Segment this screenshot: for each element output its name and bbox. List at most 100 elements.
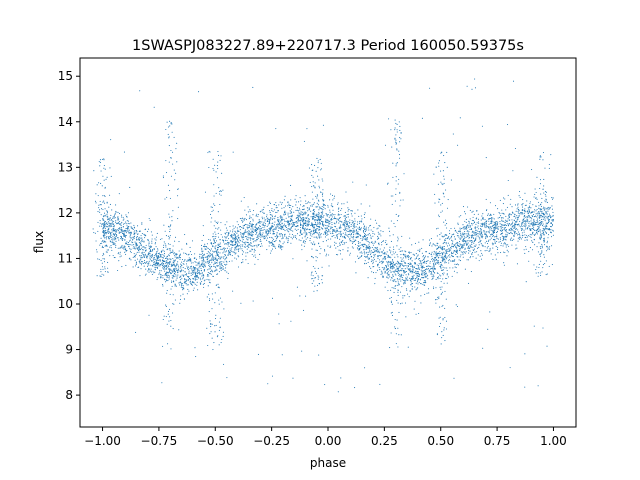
data-point (187, 288, 189, 291)
data-point (506, 234, 508, 236)
data-point (238, 230, 240, 232)
data-point (293, 211, 295, 213)
data-point (501, 230, 504, 232)
data-point (489, 247, 491, 249)
data-point (514, 226, 516, 228)
data-point (235, 237, 237, 239)
data-point (124, 233, 126, 235)
data-point (493, 239, 495, 241)
data-point (513, 230, 515, 232)
data-point (106, 249, 108, 251)
data-point (244, 244, 246, 246)
data-point (303, 205, 305, 207)
data-point (268, 230, 270, 232)
data-point (123, 248, 125, 250)
data-point (149, 219, 151, 222)
data-point (139, 230, 142, 232)
data-point (336, 237, 339, 239)
data-point (201, 256, 203, 258)
data-point (347, 228, 349, 230)
data-point (351, 242, 354, 244)
data-point (224, 253, 226, 256)
data-point (515, 217, 517, 219)
data-point (505, 233, 507, 235)
data-point (433, 266, 435, 268)
data-point (535, 215, 537, 217)
data-point (157, 277, 159, 279)
data-point (317, 206, 319, 208)
data-point (122, 247, 124, 249)
data-point (452, 240, 454, 242)
data-point (299, 226, 301, 228)
data-point (230, 250, 232, 252)
data-point (373, 266, 375, 268)
data-point (245, 252, 247, 254)
data-point (545, 212, 547, 214)
data-point (150, 257, 152, 259)
data-point (464, 268, 466, 270)
data-point (235, 242, 237, 244)
data-point (229, 230, 231, 232)
data-point (140, 237, 142, 239)
data-point (344, 211, 346, 214)
data-point (467, 247, 469, 249)
data-point (489, 222, 491, 224)
data-point (153, 248, 155, 250)
data-point (312, 233, 314, 235)
data-point (380, 230, 382, 232)
data-point (211, 257, 213, 259)
data-point (203, 286, 205, 288)
data-point (139, 261, 141, 263)
data-point (436, 259, 438, 261)
data-point (196, 278, 198, 280)
data-point (239, 226, 242, 228)
data-point (445, 241, 447, 244)
data-point (238, 237, 240, 239)
data-point (363, 227, 365, 229)
data-point (140, 255, 142, 257)
data-point (196, 281, 198, 283)
data-point (374, 219, 376, 221)
data-point (142, 251, 144, 253)
data-point (147, 263, 149, 265)
data-point (539, 210, 541, 212)
data-point (245, 255, 247, 257)
data-point (308, 231, 310, 233)
data-point (508, 229, 510, 231)
data-point (398, 274, 400, 276)
data-point (427, 274, 429, 276)
data-point (163, 266, 166, 268)
data-point (163, 255, 165, 257)
data-point (124, 235, 126, 237)
data-point (170, 265, 172, 267)
data-point (241, 240, 243, 242)
data-point (244, 217, 246, 220)
data-point (360, 227, 363, 229)
data-point (381, 263, 383, 265)
data-point (270, 241, 272, 243)
data-point (125, 234, 127, 237)
data-point (418, 275, 420, 277)
data-point (440, 264, 442, 266)
data-point (517, 216, 519, 218)
data-point (106, 212, 109, 214)
data-point (243, 233, 245, 235)
data-point (276, 232, 278, 234)
data-point (285, 225, 287, 227)
data-point (515, 210, 517, 212)
data-point (506, 206, 508, 208)
data-point (186, 275, 189, 278)
data-point (461, 232, 463, 234)
data-point (490, 214, 492, 216)
data-point (463, 240, 465, 242)
data-point (374, 240, 376, 242)
data-point (190, 262, 192, 264)
data-point (543, 234, 545, 236)
data-point (468, 252, 470, 254)
data-point (422, 262, 424, 264)
data-point (208, 252, 210, 254)
data-point (203, 282, 205, 284)
data-point (191, 240, 194, 242)
data-point (139, 262, 141, 264)
data-point (314, 224, 316, 226)
